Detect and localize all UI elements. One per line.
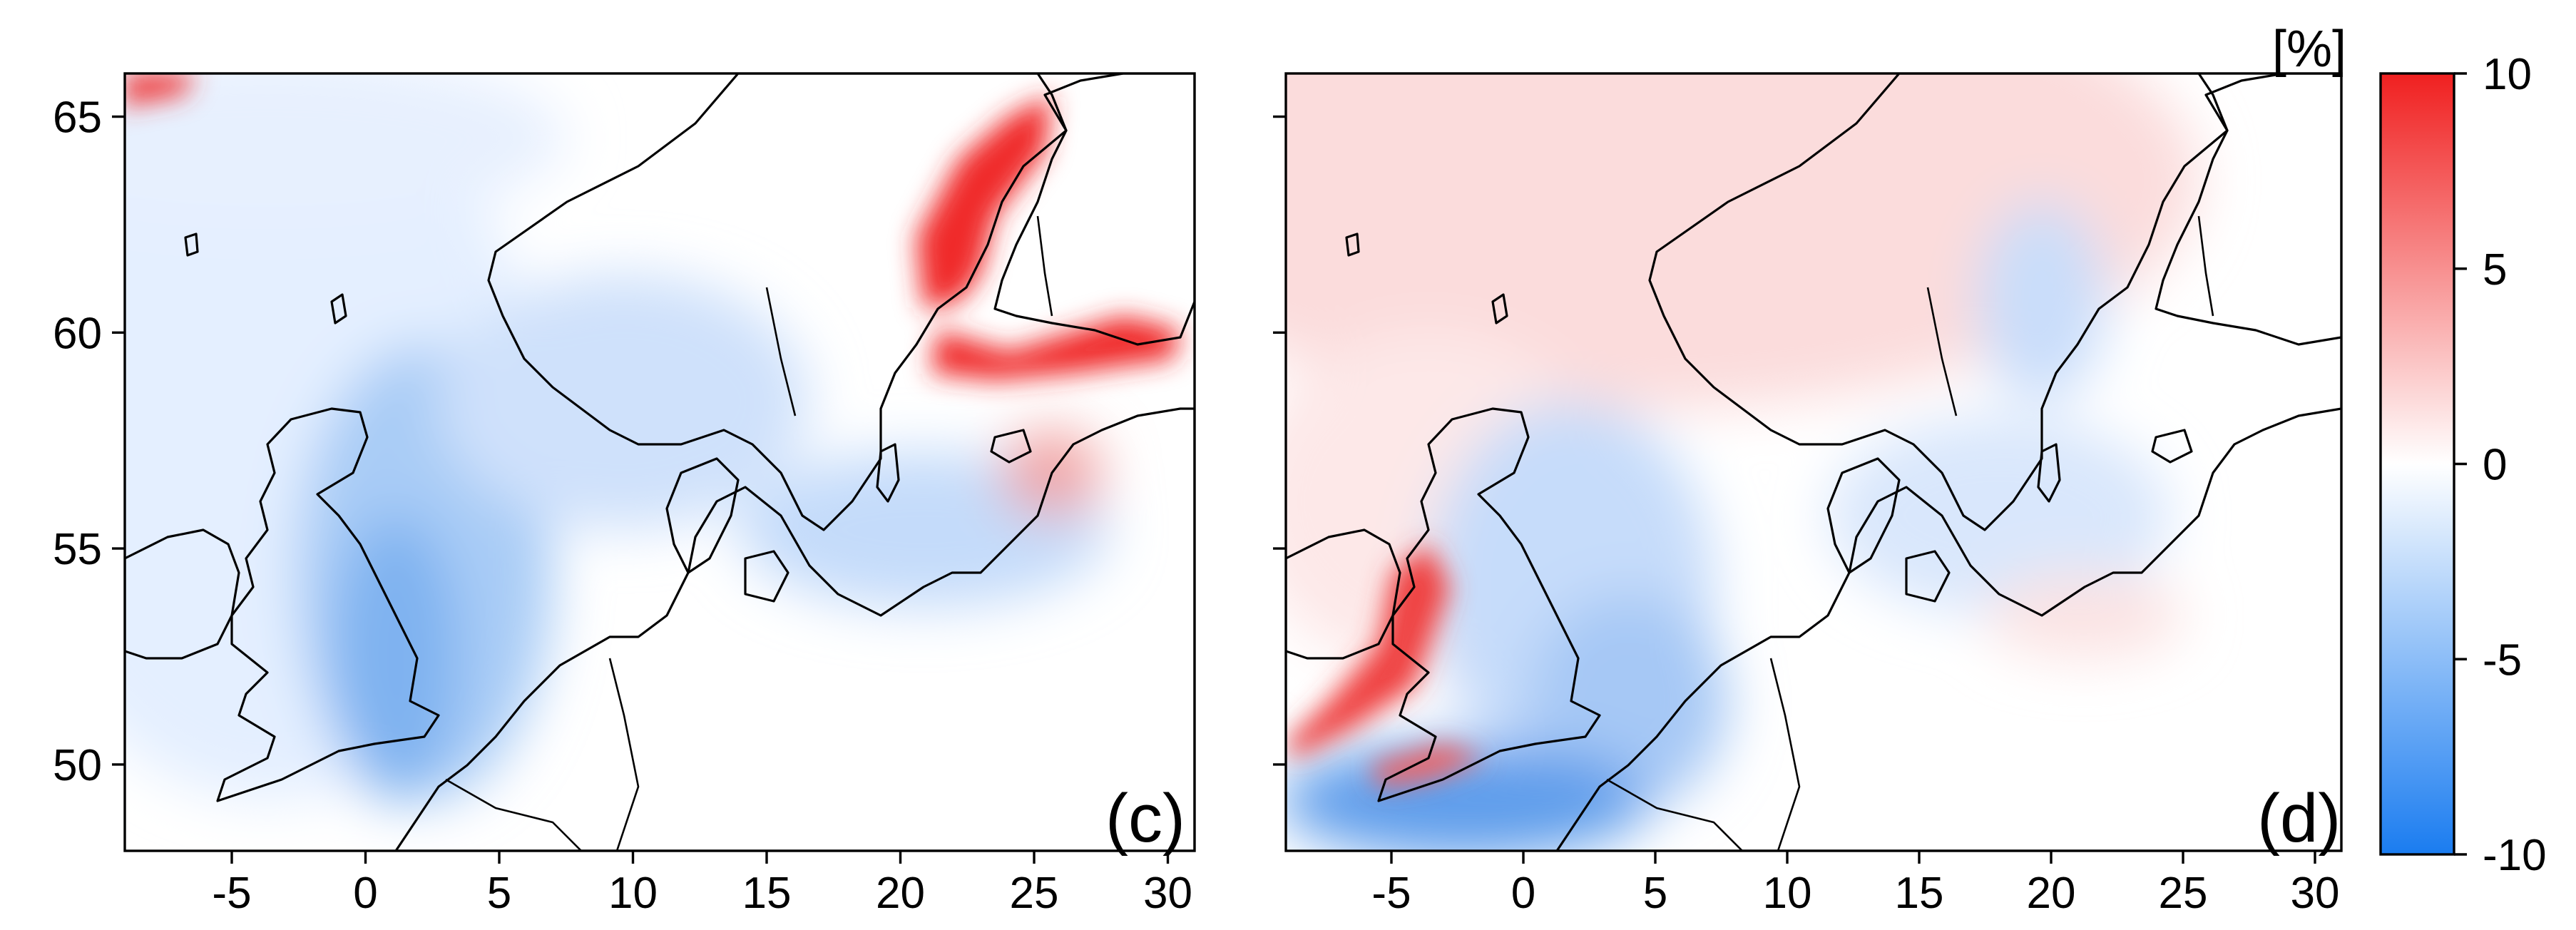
colorbar-bar bbox=[2381, 73, 2454, 854]
panel-c-label: (c) bbox=[1105, 780, 1185, 857]
panel-d-x-tick-label: 30 bbox=[2291, 869, 2340, 918]
panel-d-x-tick-label: 20 bbox=[2027, 869, 2076, 918]
panel-c-x-tick-label: -5 bbox=[212, 869, 251, 918]
panel-d-x-tick-label: 10 bbox=[1763, 869, 1812, 918]
panel-c-x-tick-label: 30 bbox=[1143, 869, 1192, 918]
panel-c-y-tick-label: 65 bbox=[53, 93, 102, 143]
colorbar-tick-label: -10 bbox=[2483, 831, 2547, 880]
panel-d-x-tick-label: -5 bbox=[1371, 869, 1411, 918]
panel-c-field bbox=[125, 73, 1195, 851]
panel-d bbox=[1284, 72, 2343, 852]
panel-c-x-tick-label: 5 bbox=[487, 869, 511, 918]
panel-d-x-tick-label: 0 bbox=[1511, 869, 1535, 918]
panel-d-label: (d) bbox=[2257, 780, 2341, 857]
colorbar-tick-label: 10 bbox=[2483, 50, 2532, 99]
panel-d-field bbox=[1286, 73, 2341, 851]
panel-c-x-tick-label: 25 bbox=[1010, 869, 1059, 918]
colorbar-tick-label: 0 bbox=[2483, 441, 2507, 490]
panel-c-y-tick-label: 60 bbox=[53, 309, 102, 358]
panel-c bbox=[123, 72, 1196, 852]
colorbar: [%] 10 5 0 -5 -10 bbox=[2272, 21, 2547, 880]
panel-d-x-tick-label: 15 bbox=[1895, 869, 1944, 918]
colorbar-unit: [%] bbox=[2272, 21, 2346, 78]
panel-c-y-tick-label: 55 bbox=[53, 525, 102, 574]
axes: -5 0 5 10 15 20 25 30 50 55 60 65 -5 0 5 10 15 20 25 30 bbox=[53, 93, 2339, 918]
panel-c-x-tick-label: 20 bbox=[876, 869, 925, 918]
colorbar-ticks: 10 5 0 -5 -10 bbox=[2454, 50, 2547, 880]
panel-d-x-tick-label: 25 bbox=[2159, 869, 2208, 918]
colorbar-tick-label: -5 bbox=[2483, 635, 2522, 685]
colorbar-tick-label: 5 bbox=[2483, 245, 2507, 295]
panel-d-x-tick-label: 5 bbox=[1643, 869, 1667, 918]
panel-c-x-tick-label: 0 bbox=[353, 869, 377, 918]
panel-c-y-tick-label: 50 bbox=[53, 741, 102, 790]
panel-c-x-tick-label: 15 bbox=[742, 869, 792, 918]
panel-c-x-tick-label: 10 bbox=[608, 869, 658, 918]
